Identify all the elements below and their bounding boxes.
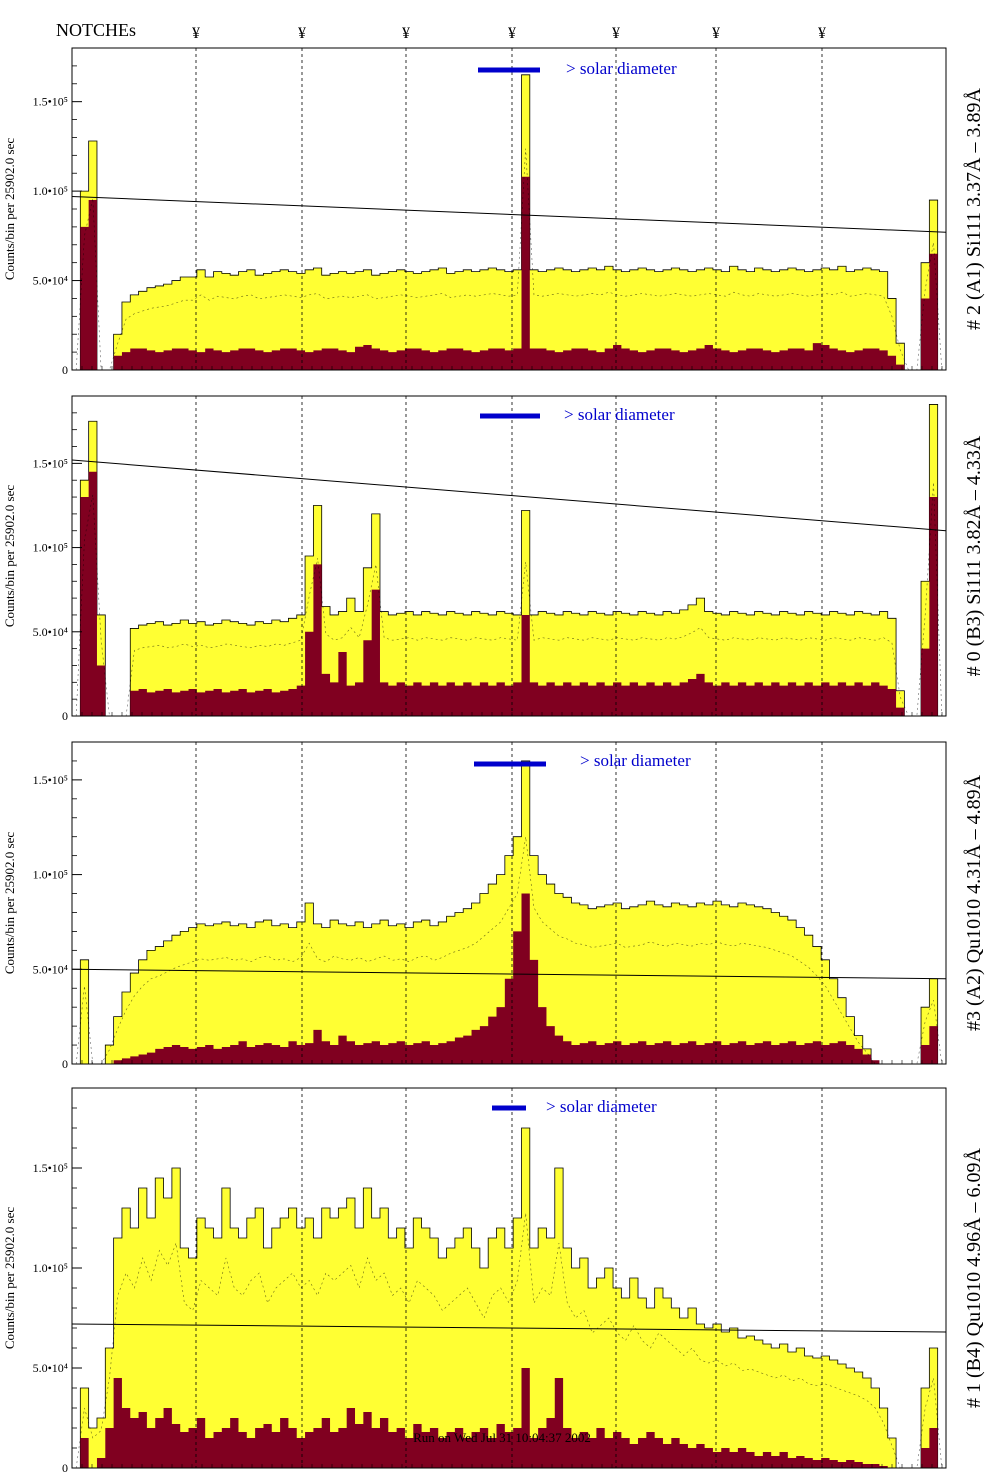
notch-marker-0: ¥ bbox=[192, 25, 200, 42]
notch-marker-2: ¥ bbox=[402, 25, 410, 42]
run-timestamp: Run on Wed Jul 31 10:04:37 2002 bbox=[413, 1430, 591, 1445]
ylabel-3: Counts/bin per 25902.0 sec bbox=[2, 1207, 17, 1349]
trend-line-2 bbox=[71, 968, 947, 980]
notch-marker-6: ¥ bbox=[818, 25, 826, 42]
plot-frame-3 bbox=[71, 1087, 947, 1469]
histogram-total-1 bbox=[72, 404, 946, 717]
ytick-label-1-0: 0 bbox=[62, 709, 68, 723]
histogram-total-3 bbox=[72, 1127, 946, 1469]
ytick-label-0-1: 5.0•10⁴ bbox=[33, 274, 68, 288]
dashed-curve-1 bbox=[75, 482, 943, 717]
notch-marker-1: ¥ bbox=[298, 25, 306, 42]
ytick-label-2-0: 0 bbox=[62, 1057, 68, 1071]
histogram-subset-1 bbox=[72, 471, 946, 716]
notch-marker-5: ¥ bbox=[712, 25, 720, 42]
panel-title-0: # 2 (A1) Si111 3.37Å – 3.89Å bbox=[963, 88, 985, 330]
panel-title-1: # 0 (B3) Si111 3.82Å – 4.33Å bbox=[963, 435, 985, 676]
ytick-label-2-1: 5.0•10⁴ bbox=[33, 962, 68, 976]
ytick-label-0-2: 1.0•10⁵ bbox=[33, 184, 68, 198]
ytick-label-0-0: 0 bbox=[62, 363, 68, 377]
panel-1: 0 5.0•10⁴ 1.0•10⁵ 1.5•10⁵ Counts/bin per 259… bbox=[2, 395, 985, 723]
panel-0: 0 5.0•10⁴ 1.0•10⁵ 1.5•10⁵ Counts/bin per 259… bbox=[2, 47, 985, 377]
ytick-label-2-2: 1.0•10⁵ bbox=[33, 868, 68, 882]
ytick-label-3-3: 1.5•10⁵ bbox=[33, 1161, 68, 1175]
solar-diameter-label-3: > solar diameter bbox=[546, 1097, 657, 1116]
solar-diameter-label-1: > solar diameter bbox=[564, 405, 675, 424]
panel-title-2: #3 (A2) Qu1010 4.31Å – 4.89Å bbox=[963, 774, 985, 1031]
trend-line-3 bbox=[71, 1323, 947, 1333]
trend-line-0 bbox=[71, 195, 947, 233]
plot-frame-1 bbox=[71, 395, 947, 717]
notch-marker-3: ¥ bbox=[508, 25, 516, 42]
histogram-total-2 bbox=[72, 760, 946, 1065]
ytick-label-0-3: 1.5•10⁵ bbox=[33, 95, 68, 109]
ytick-label-2-3: 1.5•10⁵ bbox=[33, 773, 68, 787]
ytick-label-3-2: 1.0•10⁵ bbox=[33, 1261, 68, 1275]
panel-title-3: # 1 (B4) Qu1010 4.96Å – 6.09Å bbox=[963, 1147, 985, 1408]
ylabel-1: Counts/bin per 25902.0 sec bbox=[2, 485, 17, 627]
histogram-subset-0 bbox=[72, 176, 946, 370]
ylabel-0: Counts/bin per 25902.0 sec bbox=[2, 138, 17, 280]
solar-diameter-label-2: > solar diameter bbox=[580, 751, 691, 770]
trend-line-1 bbox=[71, 459, 947, 532]
ytick-label-3-1: 5.0•10⁴ bbox=[33, 1361, 68, 1375]
dashed-curve-0 bbox=[75, 148, 943, 371]
notch-marker-4: ¥ bbox=[612, 25, 620, 42]
ytick-label-1-3: 1.5•10⁵ bbox=[33, 456, 68, 470]
notches-label: NOTCHEs bbox=[56, 20, 136, 40]
histogram-subset-3 bbox=[72, 1368, 946, 1468]
ytick-label-1-1: 5.0•10⁴ bbox=[33, 625, 68, 639]
solar-diameter-label-0: > solar diameter bbox=[566, 59, 677, 78]
ylabel-2: Counts/bin per 25902.0 sec bbox=[2, 832, 17, 974]
dashed-curve-3 bbox=[75, 1212, 943, 1469]
histogram-subset-2 bbox=[72, 893, 946, 1064]
panel-2: 0 5.0•10⁴ 1.0•10⁵ 1.5•10⁵ Counts/bin per 259… bbox=[2, 741, 985, 1071]
ytick-label-1-2: 1.0•10⁵ bbox=[33, 541, 68, 555]
histogram-total-0 bbox=[72, 74, 946, 371]
dashed-curve-2 bbox=[75, 836, 943, 1065]
panel-3: 0 5.0•10⁴ 1.0•10⁵ 1.5•10⁵ Counts/bin per 259… bbox=[2, 1087, 985, 1475]
plot-frame-2 bbox=[71, 741, 947, 1065]
ytick-label-3-0: 0 bbox=[62, 1461, 68, 1475]
